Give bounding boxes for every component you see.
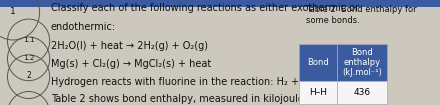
Text: Bond
enthalpy
(kJ.mol⁻¹): Bond enthalpy (kJ.mol⁻¹) [342,48,382,77]
Text: 1.2: 1.2 [23,55,34,61]
Text: Mg(s) + Cl₂(g) → MgCl₂(s) + heat: Mg(s) + Cl₂(g) → MgCl₂(s) + heat [51,59,211,69]
Text: Classify each of the following reactions as either exothermic or: Classify each of the following reactions… [51,3,359,13]
Text: H–H: H–H [309,88,327,97]
Text: 436: 436 [353,88,370,97]
Text: endothermic:: endothermic: [51,22,116,32]
FancyBboxPatch shape [0,0,440,7]
FancyBboxPatch shape [299,44,337,81]
Text: 1.1: 1.1 [23,37,34,43]
FancyBboxPatch shape [299,81,337,104]
Text: Hydrogen reacts with fluorine in the reaction: H₂ + F₂ → 2HF: Hydrogen reacts with fluorine in the rea… [51,77,345,87]
FancyBboxPatch shape [337,81,387,104]
Text: 1: 1 [10,7,16,16]
Text: 2: 2 [26,71,31,80]
Text: Table 2 shows bond enthalpy, measured in kilojoules per mole.: Table 2 shows bond enthalpy, measured in… [51,94,358,104]
Text: Bond: Bond [307,58,329,67]
Text: Table 2  Bond enthalpy for
some bonds.: Table 2 Bond enthalpy for some bonds. [306,5,416,25]
FancyBboxPatch shape [337,44,387,81]
Text: 2H₂O(l) + heat → 2H₂(g) + O₂(g): 2H₂O(l) + heat → 2H₂(g) + O₂(g) [51,41,208,51]
